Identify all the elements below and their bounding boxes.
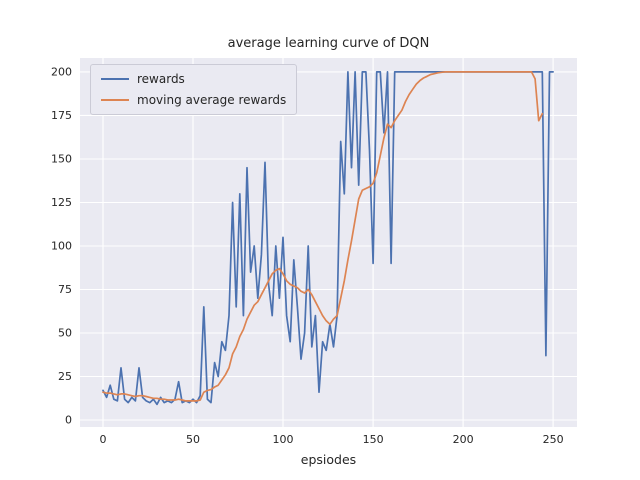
moving-average-line-swatch xyxy=(101,99,129,101)
x-axis-label: epsiodes xyxy=(300,452,357,467)
y-tick-label: 150 xyxy=(51,153,72,166)
y-tick-label: 0 xyxy=(65,414,72,427)
rewards-line-swatch xyxy=(101,78,129,80)
y-tick-label: 50 xyxy=(58,327,72,340)
y-tick-label: 175 xyxy=(51,109,72,122)
x-tick-label: 0 xyxy=(100,433,107,446)
x-tick-label: 200 xyxy=(453,433,474,446)
series-line-moving-average xyxy=(102,71,544,402)
x-tick-label: 50 xyxy=(186,433,200,446)
tick-labels: 0 25 50 75 100 125 150 175 200 0 50 100 150 200 250 xyxy=(51,66,564,446)
y-tick-label: 25 xyxy=(58,370,72,383)
x-tick-label: 100 xyxy=(273,433,294,446)
series-lines xyxy=(102,71,554,406)
legend-label: moving average rewards xyxy=(137,93,287,107)
y-tick-label: 200 xyxy=(51,66,72,79)
y-tick-label: 125 xyxy=(51,196,72,209)
legend-item-moving-average: moving average rewards xyxy=(101,93,286,107)
legend-item-rewards: rewards xyxy=(101,72,286,86)
legend-label: rewards xyxy=(137,72,185,86)
x-tick-label: 250 xyxy=(543,433,564,446)
x-tick-label: 150 xyxy=(363,433,384,446)
y-tick-label: 100 xyxy=(51,240,72,253)
chart-title: average learning curve of DQN xyxy=(227,36,430,51)
legend: rewards moving average rewards xyxy=(90,64,298,115)
y-tick-label: 75 xyxy=(58,283,72,296)
axes-background xyxy=(80,58,577,427)
